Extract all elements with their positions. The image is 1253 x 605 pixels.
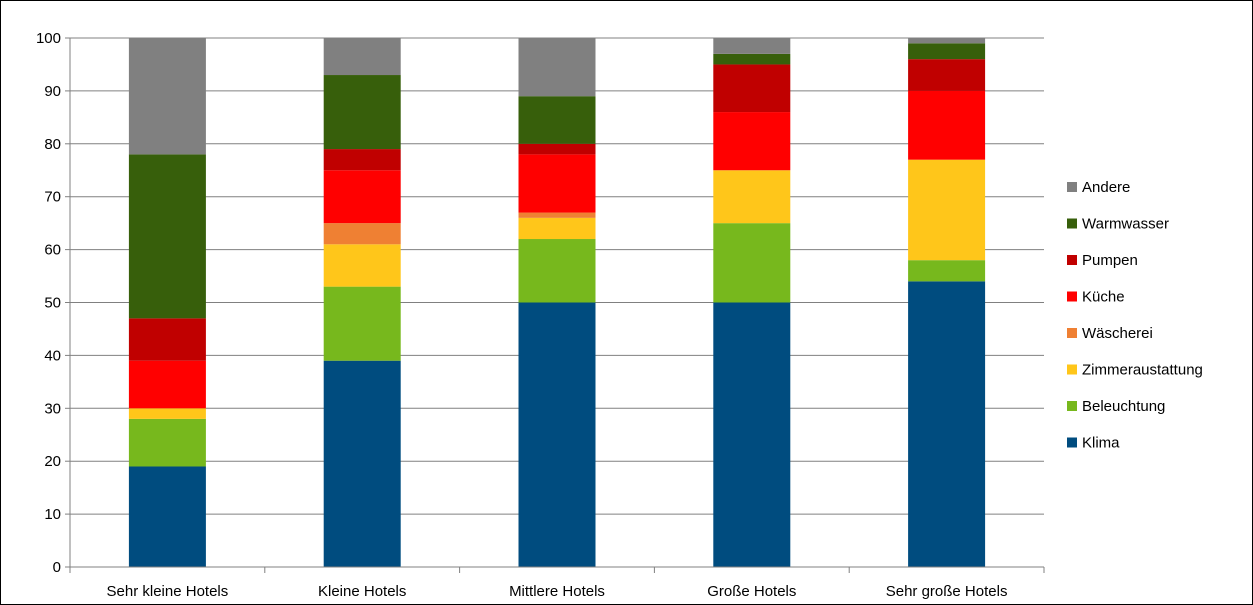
axes: 0 10 20 30 40 50 60 70 80 90 100 Sehr kleine Hotels…: [36, 30, 1045, 600]
bar-segment: [713, 53, 791, 65]
y-tick-label: 40: [44, 347, 61, 364]
x-tick-label: Große Hotels: [707, 583, 796, 600]
y-tick-label: 60: [44, 242, 61, 259]
legend-label: Wäscherei: [1082, 325, 1153, 342]
bar-segment: [323, 75, 401, 150]
bar-segment: [518, 154, 596, 213]
legend-label: Klima: [1082, 435, 1120, 452]
bar-segment: [518, 217, 596, 240]
legend-label: Zimmeraustattung: [1082, 362, 1203, 379]
bar-segment: [518, 143, 596, 155]
bar-segment: [128, 360, 206, 409]
legend-label: Pumpen: [1082, 252, 1138, 269]
bar-segment: [128, 408, 206, 419]
bar-segment: [713, 223, 791, 303]
bar-segment: [518, 38, 596, 97]
bar-segment: [323, 223, 401, 245]
bar-segment: [908, 159, 986, 261]
bar-segment: [323, 360, 401, 567]
bar-segment: [713, 112, 791, 171]
bar-segment: [323, 149, 401, 171]
bar-segment: [518, 302, 596, 567]
y-tick-label: 80: [44, 136, 61, 153]
bar-segment: [128, 38, 206, 155]
x-tick-label: Mittlere Hotels: [509, 583, 605, 600]
x-tick-label: Sehr große Hotels: [886, 583, 1008, 600]
bar-segment: [908, 90, 986, 160]
legend-swatch: [1067, 255, 1077, 265]
y-tick-label: 100: [36, 30, 61, 47]
bar-segment: [323, 286, 401, 361]
bar-segment: [713, 64, 791, 113]
bar-segment: [908, 281, 986, 567]
bar-segment: [908, 260, 986, 282]
legend: Andere Warmwasser Pumpen Küche Wäscherei Zimm…: [1067, 179, 1203, 452]
y-tick-label: 50: [44, 295, 61, 312]
bar-segment: [518, 212, 596, 218]
bar-segment: [713, 170, 791, 224]
bar-segment: [908, 38, 986, 44]
legend-swatch: [1067, 364, 1077, 375]
x-tick-label: Kleine Hotels: [318, 583, 406, 600]
bar-segment: [323, 244, 401, 287]
legend-label: Warmwasser: [1082, 216, 1169, 233]
bar-segment: [518, 96, 596, 144]
bar-segment: [713, 302, 791, 567]
bars: [128, 38, 986, 567]
x-tick-label: Sehr kleine Hotels: [107, 583, 229, 600]
bar-segment: [128, 466, 206, 567]
legend-swatch: [1067, 328, 1077, 338]
bar-segment: [323, 170, 401, 224]
bar-segment: [128, 318, 206, 361]
bar-segment: [713, 38, 791, 54]
y-tick-label: 20: [44, 453, 61, 470]
bar-segment: [908, 59, 986, 91]
legend-label: Beleuchtung: [1082, 398, 1165, 415]
legend-label: Andere: [1082, 179, 1130, 196]
legend-swatch: [1067, 218, 1077, 229]
legend-swatch: [1067, 437, 1077, 448]
legend-swatch: [1067, 291, 1077, 302]
bar-segment: [128, 418, 206, 467]
y-tick-label: 10: [44, 506, 61, 523]
bar-segment: [518, 239, 596, 303]
bar-segment: [128, 154, 206, 319]
y-tick-label: 70: [44, 189, 61, 206]
y-tick-label: 0: [53, 559, 61, 576]
y-tick-label: 90: [44, 83, 61, 100]
legend-label: Küche: [1082, 289, 1125, 306]
bar-segment: [908, 43, 986, 60]
legend-swatch: [1067, 401, 1077, 411]
legend-swatch: [1067, 182, 1077, 192]
bar-segment: [323, 38, 401, 76]
y-tick-label: 30: [44, 400, 61, 417]
